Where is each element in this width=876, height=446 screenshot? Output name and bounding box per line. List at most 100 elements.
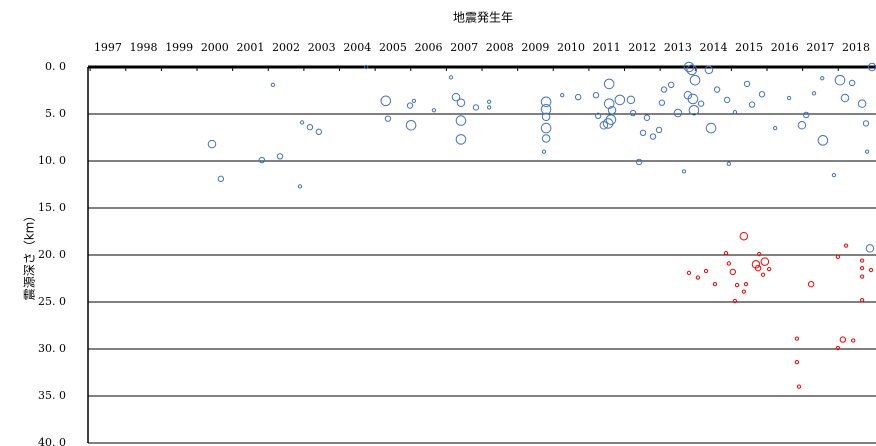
point <box>411 98 417 103</box>
x-tick-label: 2002 <box>272 41 300 54</box>
point <box>754 264 762 272</box>
point <box>835 254 841 260</box>
point <box>689 74 701 86</box>
x-tick-label: 2010 <box>557 41 585 54</box>
point <box>766 266 772 272</box>
point <box>751 260 761 269</box>
point <box>703 268 709 274</box>
x-tick-label: 2004 <box>343 41 371 54</box>
point <box>686 64 698 76</box>
point <box>540 122 552 134</box>
point <box>635 158 643 166</box>
point <box>773 125 778 131</box>
point <box>649 133 657 140</box>
point <box>384 115 392 122</box>
point <box>811 91 817 96</box>
point <box>217 175 225 183</box>
point <box>541 149 547 154</box>
point <box>732 298 738 304</box>
x-tick-label: 2014 <box>700 41 728 54</box>
y-tick-label: 20. 0 <box>38 248 66 261</box>
point <box>667 81 675 89</box>
point <box>723 96 731 104</box>
point <box>820 76 825 81</box>
point <box>807 280 815 288</box>
point <box>673 108 683 118</box>
x-tick-label: 2016 <box>771 41 799 54</box>
y-axis-label: 震源深さ（km） <box>23 210 37 301</box>
y-tick-label: 30. 0 <box>38 342 66 355</box>
x-tick-label: 2000 <box>201 41 229 54</box>
point <box>835 345 841 351</box>
point <box>794 336 800 341</box>
point <box>541 134 551 143</box>
point <box>741 289 746 294</box>
x-tick-label: 1998 <box>130 41 158 54</box>
point <box>760 272 766 277</box>
point <box>739 231 749 241</box>
point <box>660 86 668 93</box>
y-tick-label: 15. 0 <box>38 201 66 214</box>
point <box>605 114 617 125</box>
point <box>592 92 600 99</box>
y-tick-label: 5. 0 <box>45 107 66 120</box>
point <box>315 128 323 136</box>
x-tick-label: 2007 <box>450 41 478 54</box>
x-tick-label: 2018 <box>842 41 870 54</box>
point <box>658 99 666 106</box>
point <box>541 112 551 122</box>
point <box>712 281 718 287</box>
point <box>859 297 865 303</box>
point <box>472 104 480 111</box>
point <box>865 244 875 253</box>
x-tick-label: 2015 <box>735 41 763 54</box>
point <box>603 78 615 90</box>
point <box>456 98 466 107</box>
point <box>643 114 651 121</box>
point <box>486 105 492 110</box>
x-tick-label: 2003 <box>308 41 336 54</box>
point <box>839 336 847 343</box>
point <box>602 118 614 129</box>
point <box>786 95 792 101</box>
point <box>831 172 837 178</box>
point <box>704 65 714 75</box>
point <box>297 184 303 189</box>
point <box>726 161 732 166</box>
point <box>574 93 582 101</box>
point <box>686 270 692 276</box>
point <box>757 251 762 257</box>
point <box>364 64 369 70</box>
point <box>448 75 454 80</box>
point <box>683 61 695 73</box>
point <box>380 95 392 107</box>
point <box>848 79 856 87</box>
point <box>729 268 736 276</box>
point <box>760 257 770 266</box>
chart-title: 地震発生年 <box>453 11 513 25</box>
point <box>687 93 699 105</box>
point <box>743 281 749 287</box>
point <box>734 282 740 288</box>
x-tick-label: 2009 <box>521 41 549 54</box>
point <box>726 261 732 266</box>
point <box>681 169 687 174</box>
point <box>560 93 565 98</box>
point <box>540 96 552 108</box>
point <box>713 86 721 93</box>
point <box>859 258 865 263</box>
point <box>758 91 766 98</box>
point <box>743 80 751 88</box>
point <box>817 135 829 146</box>
point <box>431 108 437 113</box>
y-tick-label: 0. 0 <box>45 60 66 73</box>
y-tick-label: 10. 0 <box>38 154 66 167</box>
point <box>864 149 870 154</box>
point <box>695 275 701 280</box>
x-tick-label: 1997 <box>94 41 122 54</box>
x-tick-label: 2005 <box>379 41 407 54</box>
point <box>857 99 867 108</box>
point <box>306 123 314 131</box>
point <box>406 102 414 109</box>
point <box>455 115 467 126</box>
